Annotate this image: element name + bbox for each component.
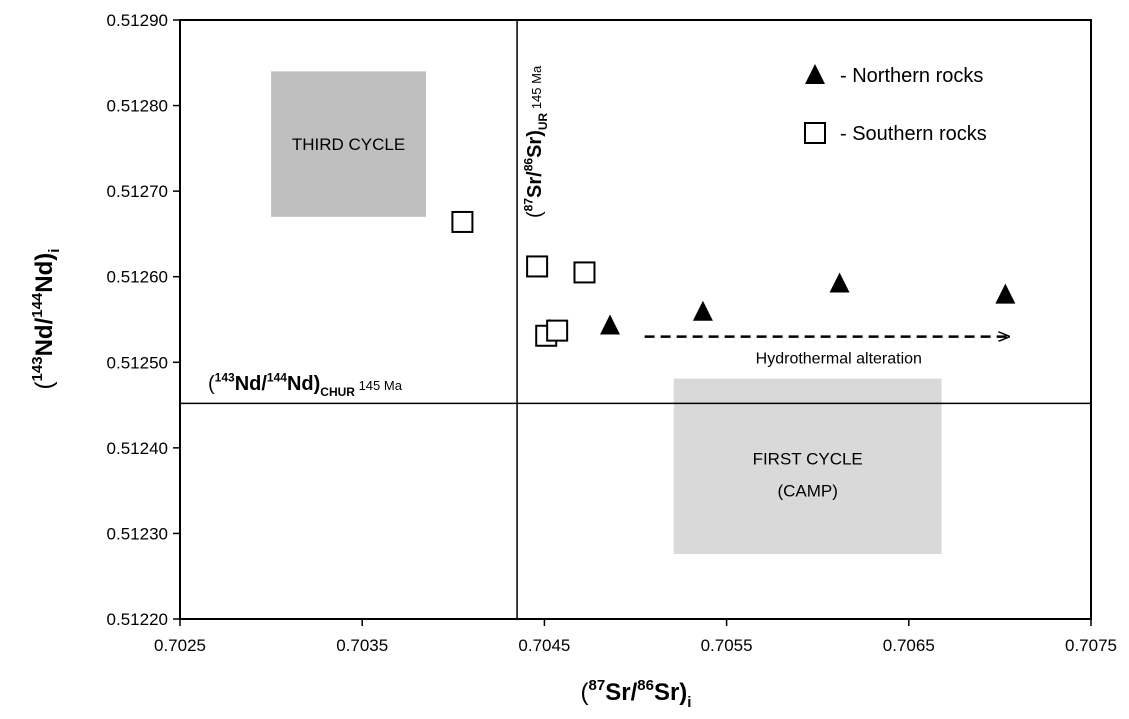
axis-ticks: 0.7025 0.7035 0.7045 0.7055 0.7065 0.7075 0.51… <box>107 11 1117 655</box>
region-label-1-line-1: (CAMP) <box>777 481 837 500</box>
x-tick-label: 0.7065 <box>883 636 935 655</box>
southern-rock-point <box>546 319 569 342</box>
northern-rock-point <box>829 272 850 293</box>
y-tick-label: 0.51260 <box>107 268 168 287</box>
y-tick-label: 0.51230 <box>107 524 168 543</box>
x-tick-label: 0.7025 <box>154 636 206 655</box>
chur-reference-label: (143Nd/144Nd)CHUR 145 Ma <box>208 371 403 399</box>
axis-titles: (87Sr/86Sr)i (143Nd/144Nd)i <box>29 249 692 712</box>
region-label-1-line-0: FIRST CYCLE <box>753 449 863 468</box>
northern-rock-point <box>692 300 713 321</box>
legend: - Northern rocks - Southern rocks <box>804 64 987 145</box>
annotation-layer: Hydrothermal alteration <box>644 337 1009 368</box>
y-tick-label: 0.51250 <box>107 353 168 372</box>
ur-reference-label: (87Sr/86Sr)UR 145 Ma <box>522 65 550 218</box>
x-tick-label: 0.7075 <box>1065 636 1117 655</box>
y-axis-title: (143Nd/144Nd)i <box>29 249 63 390</box>
northern-rock-point <box>599 314 620 335</box>
region-box-0 <box>271 71 426 217</box>
y-tick-label: 0.51290 <box>107 11 168 30</box>
x-tick-label: 0.7045 <box>518 636 570 655</box>
legend-marker-southern <box>804 122 826 144</box>
northern-rock-point <box>995 283 1016 304</box>
y-tick-label: 0.51270 <box>107 182 168 201</box>
legend-label-1: - Southern rocks <box>840 123 987 145</box>
y-tick-label: 0.51220 <box>107 610 168 629</box>
y-tick-label: 0.51280 <box>107 97 168 116</box>
region-label-0: THIRD CYCLE <box>292 135 405 154</box>
region-box-1 <box>673 378 942 554</box>
x-tick-label: 0.7035 <box>336 636 388 655</box>
y-tick-label: 0.51240 <box>107 439 168 458</box>
southern-rock-point <box>573 261 596 284</box>
data-points <box>451 210 1016 347</box>
legend-label-0: - Northern rocks <box>840 65 983 87</box>
legend-marker-northern <box>805 64 825 84</box>
reference-lines: (87Sr/86Sr)UR 145 Ma (143Nd/144Nd)CHUR 14… <box>180 20 1091 619</box>
plot-area <box>179 19 1092 620</box>
southern-rock-point <box>526 255 549 278</box>
shaded-regions: THIRD CYCLE FIRST CYCLE (CAMP) <box>271 71 942 554</box>
annotation-label: Hydrothermal alteration <box>756 351 922 368</box>
southern-rock-point <box>451 210 474 233</box>
x-axis-title: (87Sr/86Sr)i <box>581 677 692 711</box>
x-tick-label: 0.7055 <box>701 636 753 655</box>
